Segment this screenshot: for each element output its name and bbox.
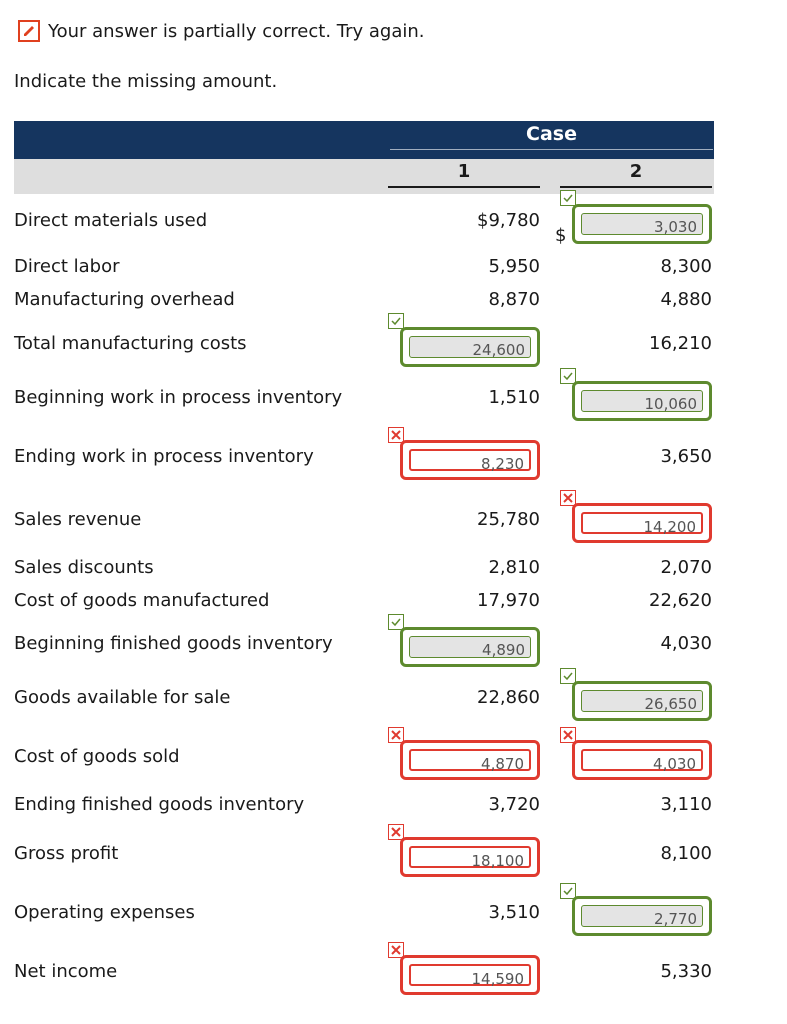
correct-check-icon (560, 190, 576, 206)
case2-beginning-wip-input[interactable]: 10,060 (572, 381, 712, 421)
case2-manufacturing-overhead: 4,880 (660, 289, 712, 310)
case-header: Case (526, 123, 577, 145)
case1-cost-of-goods-manufactured: 17,970 (477, 590, 540, 611)
feedback-status: Your answer is partially correct. Try ag… (18, 18, 425, 44)
row-label-goods-available: Goods available for sale (14, 687, 231, 708)
row-label-operating-expenses: Operating expenses (14, 902, 195, 923)
case1-gross-profit-input[interactable]: 18,100 (400, 837, 540, 877)
input-value: 14,590 (409, 964, 531, 988)
row-label-cost-of-goods-sold: Cost of goods sold (14, 746, 180, 767)
incorrect-x-icon (388, 942, 404, 958)
row-label-manufacturing-overhead: Manufacturing overhead (14, 289, 235, 310)
input-value: 10,060 (581, 390, 703, 413)
row-label-beginning-finished-goods: Beginning finished goods inventory (14, 633, 333, 654)
feedback-message: Your answer is partially correct. Try ag… (48, 20, 425, 42)
column-header-case-2: 2 (629, 161, 643, 182)
case1-net-income-input[interactable]: 14,590 (400, 955, 540, 995)
correct-check-icon (560, 368, 576, 384)
row-label-net-income: Net income (14, 961, 118, 982)
case2-goods-available-input[interactable]: 26,650 (572, 681, 712, 721)
case2-cost-of-goods-manufactured: 22,620 (649, 590, 712, 611)
case1-direct-labor: 5,950 (488, 256, 540, 277)
case2-ending-finished-goods: 3,110 (660, 794, 712, 815)
incorrect-x-icon (388, 727, 404, 743)
column-divider-case-1 (388, 186, 540, 188)
case2-ending-wip: 3,650 (660, 446, 712, 467)
column-header-band (14, 159, 714, 194)
row-label-ending-wip: Ending work in process inventory (14, 446, 314, 467)
correct-check-icon (560, 668, 576, 684)
row-label-gross-profit: Gross profit (14, 843, 119, 864)
case2-cost-of-goods-sold-input[interactable]: 4,030 (572, 740, 712, 780)
incorrect-x-icon (560, 490, 576, 506)
input-value: 14,200 (581, 512, 703, 536)
case2-sales-discounts: 2,070 (660, 557, 712, 578)
row-label-total-manufacturing-costs: Total manufacturing costs (14, 333, 247, 354)
incorrect-x-icon (560, 727, 576, 743)
row-label-direct-labor: Direct labor (14, 256, 120, 277)
case1-manufacturing-overhead: 8,870 (488, 289, 540, 310)
column-header-case-1: 1 (457, 161, 471, 182)
row-label-direct-materials: Direct materials used (14, 210, 208, 231)
row-label-ending-finished-goods: Ending finished goods inventory (14, 794, 305, 815)
case2-sales-revenue-input[interactable]: 14,200 (572, 503, 712, 543)
case1-beginning-finished-goods-input[interactable]: 4,890 (400, 627, 540, 667)
column-divider-case-2 (560, 186, 712, 188)
instruction-text: Indicate the missing amount. (14, 71, 278, 92)
case2-direct-labor: 8,300 (660, 256, 712, 277)
case1-ending-finished-goods: 3,720 (488, 794, 540, 815)
row-label-beginning-wip: Beginning work in process inventory (14, 387, 343, 408)
case2-total-manufacturing-costs: 16,210 (649, 333, 712, 354)
currency-symbol: $ (555, 225, 567, 246)
case2-gross-profit: 8,100 (660, 843, 712, 864)
case1-sales-discounts: 2,810 (488, 557, 540, 578)
input-value: 8,230 (409, 449, 531, 473)
pencil-icon (18, 20, 40, 42)
case1-operating-expenses: 3,510 (488, 902, 540, 923)
case2-operating-expenses-input[interactable]: 2,770 (572, 896, 712, 936)
input-value: 4,890 (409, 636, 531, 659)
input-value: 2,770 (581, 905, 703, 928)
correct-check-icon (388, 313, 404, 329)
case2-direct-materials-input[interactable]: 3,030 (572, 204, 712, 244)
input-value: 3,030 (581, 213, 703, 236)
incorrect-x-icon (388, 824, 404, 840)
case1-ending-wip-input[interactable]: 8,230 (400, 440, 540, 480)
row-label-cost-of-goods-manufactured: Cost of goods manufactured (14, 590, 270, 611)
case2-net-income: 5,330 (660, 961, 712, 982)
case1-direct-materials: $9,780 (477, 210, 540, 231)
case2-beginning-finished-goods: 4,030 (660, 633, 712, 654)
case-header-divider (390, 149, 713, 150)
incorrect-x-icon (388, 427, 404, 443)
correct-check-icon (560, 883, 576, 899)
correct-check-icon (388, 614, 404, 630)
row-label-sales-revenue: Sales revenue (14, 509, 142, 530)
table-header-bar (14, 121, 714, 159)
input-value: 24,600 (409, 336, 531, 359)
case1-sales-revenue: 25,780 (477, 509, 540, 530)
input-value: 4,030 (581, 749, 703, 773)
case1-cost-of-goods-sold-input[interactable]: 4,870 (400, 740, 540, 780)
case1-goods-available: 22,860 (477, 687, 540, 708)
input-value: 4,870 (409, 749, 531, 773)
case1-total-manufacturing-costs-input[interactable]: 24,600 (400, 327, 540, 367)
case1-beginning-wip: 1,510 (488, 387, 540, 408)
input-value: 18,100 (409, 846, 531, 870)
row-label-sales-discounts: Sales discounts (14, 557, 154, 578)
input-value: 26,650 (581, 690, 703, 713)
